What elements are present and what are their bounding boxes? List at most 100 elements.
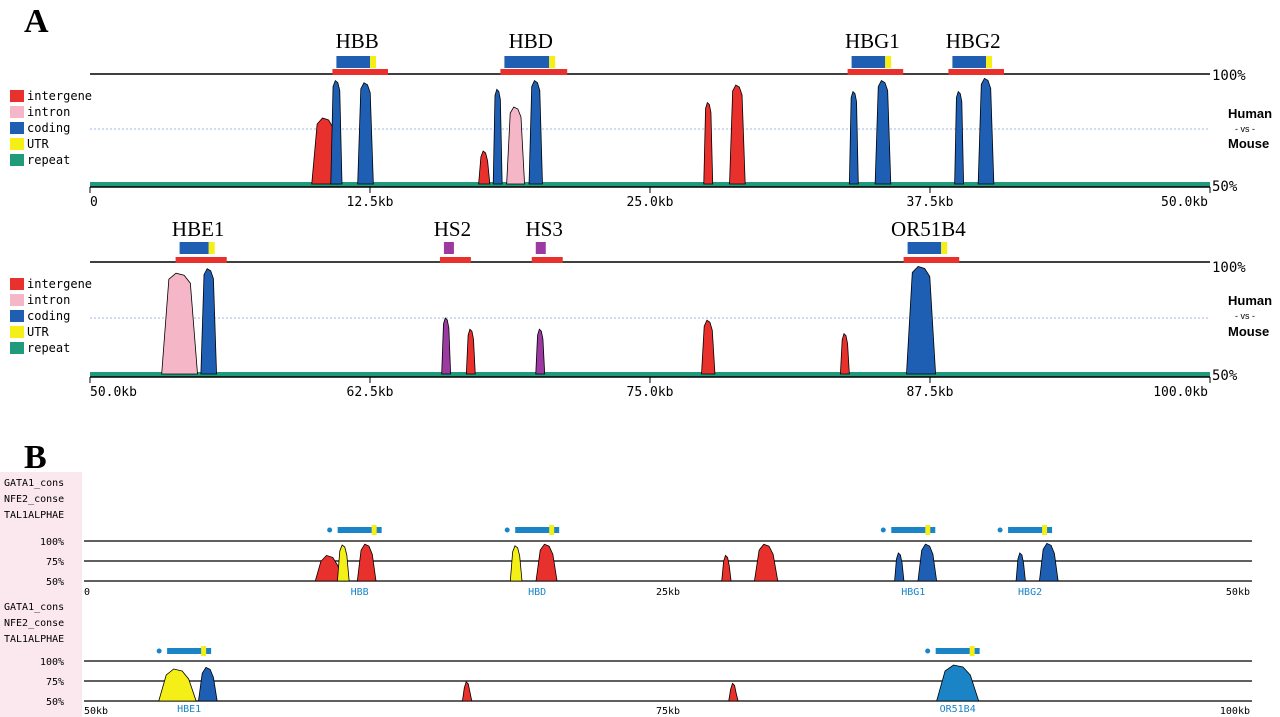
gene-utr-marker — [969, 646, 975, 656]
legend-label: coding — [27, 121, 70, 135]
x-tick-label: 50kb — [84, 706, 108, 717]
x-tick-label: 100.0kb — [1153, 385, 1208, 400]
legend-swatch-intergene — [10, 90, 24, 102]
peak — [917, 543, 938, 582]
x-tick-label: 50.0kb — [1161, 195, 1208, 210]
pct-label: 50% — [46, 577, 64, 588]
pct-top-label: 100% — [1212, 68, 1246, 84]
gene-label: OR51B4 — [940, 704, 976, 715]
peak — [894, 552, 905, 582]
gene-marker — [337, 527, 382, 533]
gene-marker — [179, 242, 209, 254]
human-label: Human — [1228, 106, 1272, 121]
peak — [509, 545, 523, 582]
legend-swatch-intergene — [10, 278, 24, 290]
gene-band-segment — [531, 257, 563, 263]
charts-layer: 0 12.5kb 25.0kb 37.5kb 50.0kb HBB HBD HBG1 HBG2 5… — [84, 29, 1252, 717]
peak — [535, 543, 558, 582]
gene-utr-marker — [941, 242, 948, 254]
gene-direction-dot — [156, 648, 162, 654]
x-tick-label: 75.0kb — [627, 385, 674, 400]
gene-marker — [336, 56, 370, 68]
peak — [198, 666, 218, 702]
gene-label: HBE1 — [177, 704, 201, 715]
gene-label: OR51B4 — [891, 217, 966, 241]
legend-label: UTR — [27, 137, 49, 151]
legend-label: UTR — [27, 325, 49, 339]
x-tick-label: 50.0kb — [90, 385, 137, 400]
x-tick-label: 62.5kb — [347, 385, 394, 400]
legend-label: coding — [27, 309, 70, 323]
gene-direction-dot — [997, 527, 1003, 533]
x-tick-label: 12.5kb — [347, 195, 394, 210]
legend-label: repeat — [27, 153, 70, 167]
gene-utr-marker — [885, 56, 892, 68]
peak — [158, 668, 197, 702]
track-label: NFE2_conse — [4, 494, 64, 505]
legend-swatch-repeat — [10, 154, 24, 166]
gene-utr-marker — [201, 646, 207, 656]
gene-marker — [167, 648, 212, 654]
gene-marker — [515, 527, 560, 533]
gene-utr-marker — [549, 56, 556, 68]
gene-label: HBB — [351, 587, 369, 598]
legend-label: intergene — [27, 89, 92, 103]
pct-label: 100% — [40, 537, 64, 548]
gene-utr-marker — [371, 525, 377, 535]
peak — [728, 682, 739, 702]
peak — [492, 88, 503, 185]
gene-label: HBD — [528, 587, 546, 598]
gene-marker — [952, 56, 986, 68]
panel-b-letter: B — [24, 439, 47, 476]
gene-label: HBG2 — [946, 29, 1001, 53]
peak — [535, 328, 546, 375]
x-tick-label: 25.0kb — [627, 195, 674, 210]
vs-label: - vs - — [1235, 124, 1255, 134]
x-tick-label: 0 — [84, 587, 90, 598]
vs-label: - vs - — [1235, 311, 1255, 321]
gene-band-segment — [847, 69, 904, 75]
x-tick-label: 50kb — [1226, 587, 1250, 598]
peak — [906, 266, 937, 375]
pct-label: 100% — [40, 657, 64, 668]
gene-label: HBD — [509, 29, 553, 53]
track-label: GATA1_cons — [4, 478, 64, 489]
chart-b-bottom: 50kb 75kb 100kb HBE1 OR51B4 — [84, 646, 1252, 717]
peak — [753, 543, 779, 582]
repeat-band — [90, 372, 1210, 377]
gene-label: HBG2 — [1018, 587, 1042, 598]
peak — [357, 82, 374, 185]
peak — [977, 77, 995, 185]
gene-marker — [1008, 527, 1053, 533]
peak — [729, 84, 746, 185]
gene-label: HBG1 — [845, 29, 900, 53]
pct-label: 75% — [46, 557, 64, 568]
legend-swatch-intron — [10, 106, 24, 118]
gene-label: HBE1 — [172, 217, 225, 241]
pct-label: 75% — [46, 677, 64, 688]
pct-bottom-label: 50% — [1212, 179, 1238, 195]
peak — [839, 332, 850, 375]
gene-utr-marker — [208, 242, 215, 254]
legend-swatch-utr — [10, 138, 24, 150]
peak — [721, 554, 732, 582]
gene-direction-dot — [880, 527, 886, 533]
x-tick-label: 25kb — [656, 587, 680, 598]
legend-a-top: intergene intron coding UTR repeat — [10, 89, 92, 167]
peak — [200, 268, 217, 375]
x-tick-label: 75kb — [656, 706, 680, 717]
gene-marker — [891, 527, 936, 533]
legend-swatch-repeat — [10, 342, 24, 354]
peak — [1015, 552, 1026, 582]
gene-utr-marker — [986, 56, 992, 68]
gene-utr-marker — [925, 525, 931, 535]
x-tick-label: 100kb — [1220, 706, 1250, 717]
gene-band-segment — [332, 69, 388, 75]
x-tick-label: 37.5kb — [907, 195, 954, 210]
peak — [161, 272, 198, 375]
peak — [954, 90, 965, 185]
peak — [441, 317, 452, 375]
mouse-label: Mouse — [1228, 136, 1269, 151]
peak — [478, 150, 491, 185]
